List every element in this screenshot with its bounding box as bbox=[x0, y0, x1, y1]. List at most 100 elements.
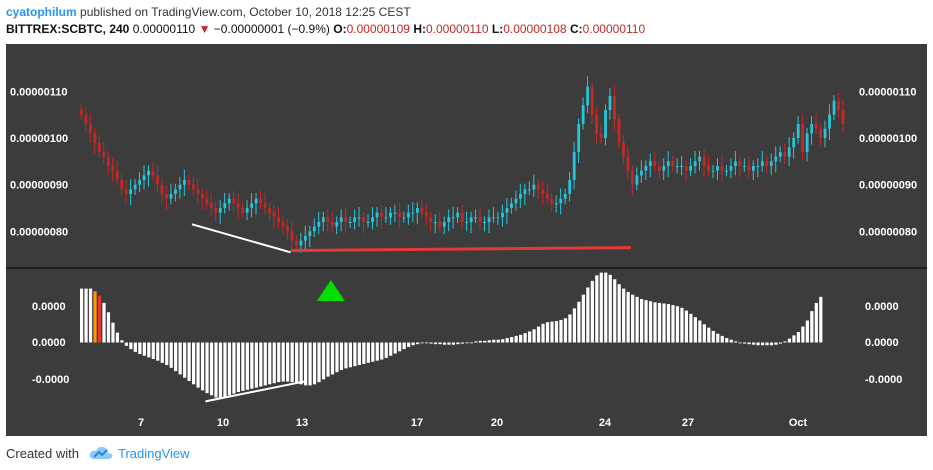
candle-body bbox=[501, 212, 504, 218]
histogram-bar bbox=[187, 342, 191, 381]
tradingview-brand-link[interactable]: TradingView bbox=[118, 446, 190, 461]
candle-body bbox=[698, 156, 702, 162]
candle-body bbox=[147, 170, 150, 176]
histogram-bar bbox=[559, 319, 563, 343]
histogram-bar bbox=[451, 342, 456, 345]
candle-body bbox=[752, 166, 755, 171]
hist-axis-label-right: 0.0000 bbox=[865, 301, 899, 313]
histogram-bar bbox=[147, 342, 151, 358]
hist-axis-label-right: 0.0000 bbox=[865, 337, 899, 349]
candle-body bbox=[407, 212, 410, 218]
histogram-bar bbox=[88, 288, 93, 343]
histogram-bar bbox=[80, 288, 84, 343]
candle-body bbox=[523, 189, 527, 194]
candle-body bbox=[317, 222, 321, 227]
candle-body bbox=[142, 175, 146, 180]
candle-body bbox=[550, 198, 554, 204]
high-label: H: bbox=[413, 22, 426, 36]
histogram-bar bbox=[805, 320, 809, 343]
histogram-bar bbox=[250, 342, 254, 389]
histogram-bar bbox=[236, 342, 240, 392]
candle-body bbox=[214, 208, 218, 213]
histogram-bar bbox=[801, 326, 805, 343]
candle-body bbox=[595, 114, 598, 134]
histogram-bar bbox=[819, 296, 823, 343]
candle-body bbox=[801, 124, 805, 152]
histogram-bar bbox=[317, 342, 321, 383]
candle-body bbox=[192, 184, 195, 190]
candle-body bbox=[263, 203, 267, 208]
histogram-bar bbox=[666, 304, 671, 343]
candle-body bbox=[447, 217, 451, 222]
histogram-bar bbox=[375, 342, 379, 361]
candle-body bbox=[348, 222, 352, 223]
candle-body bbox=[581, 105, 585, 124]
candle-body bbox=[541, 189, 545, 194]
close-value: 0.00000110 bbox=[582, 22, 646, 36]
candle-body bbox=[572, 152, 576, 180]
histogram-bar bbox=[608, 274, 612, 343]
candle-body bbox=[711, 170, 715, 172]
histogram-bar bbox=[196, 342, 200, 388]
histogram-bar bbox=[711, 330, 715, 343]
candle-body bbox=[254, 198, 258, 204]
histogram-bar bbox=[357, 342, 361, 366]
chart-area[interactable]: 0.00000110 0.00000110 0.00000100 0.00000100… bbox=[6, 44, 927, 436]
histogram-bar bbox=[433, 342, 438, 345]
divergence-line bbox=[205, 380, 305, 403]
candle-body bbox=[402, 217, 406, 219]
candle-body bbox=[613, 96, 616, 120]
candle-body bbox=[505, 208, 509, 213]
histogram-bar bbox=[747, 342, 751, 345]
candle-body bbox=[456, 212, 460, 218]
candle-body bbox=[662, 166, 666, 171]
candle-body bbox=[277, 217, 280, 222]
candle-body bbox=[236, 203, 240, 208]
candle-body bbox=[156, 175, 159, 185]
histogram-bar bbox=[138, 342, 142, 355]
candle-body bbox=[232, 198, 236, 204]
close-label: C: bbox=[569, 22, 583, 36]
candle-body bbox=[178, 184, 182, 190]
candle-body bbox=[608, 96, 612, 110]
candle-body bbox=[532, 184, 536, 190]
candle-body bbox=[774, 156, 778, 162]
candle-body bbox=[590, 86, 594, 115]
price-axis-label-right: 0.00000090 bbox=[859, 180, 917, 192]
candle-body bbox=[545, 194, 549, 199]
histogram-bar bbox=[622, 288, 626, 343]
histogram-bar bbox=[631, 294, 635, 343]
histogram-bar bbox=[263, 342, 267, 386]
histogram-bar bbox=[778, 342, 783, 344]
low-value: 0.00000108 bbox=[503, 22, 567, 36]
candle-body bbox=[196, 189, 200, 194]
hist-axis-label-left: 0.0000 bbox=[32, 301, 66, 313]
histogram-bar bbox=[160, 342, 164, 363]
candle-body bbox=[460, 212, 464, 222]
x-axis-tick-label: Oct bbox=[789, 417, 808, 429]
chart-svg[interactable]: 0.00000110 0.00000110 0.00000100 0.00000100… bbox=[6, 44, 927, 436]
histogram-bar bbox=[142, 342, 146, 356]
histogram-bar bbox=[254, 342, 258, 388]
histogram-bar bbox=[716, 333, 720, 343]
candle-body bbox=[536, 184, 540, 190]
x-axis-tick-label: 17 bbox=[411, 417, 423, 429]
histogram-bar bbox=[295, 342, 299, 384]
histogram-bar bbox=[384, 342, 388, 358]
price-axis-label-right: 0.00000110 bbox=[859, 86, 917, 98]
histogram-bar bbox=[402, 342, 406, 350]
candle-body bbox=[250, 203, 254, 208]
candle-body bbox=[344, 217, 348, 222]
candle-body bbox=[286, 226, 289, 232]
histogram-bar bbox=[707, 327, 711, 343]
histogram-bar bbox=[689, 313, 693, 343]
candle-body bbox=[626, 156, 630, 171]
candle-body bbox=[841, 110, 845, 124]
candle-body bbox=[528, 189, 531, 191]
author-link[interactable]: cyatophilum bbox=[6, 5, 77, 19]
histogram-bar bbox=[286, 342, 290, 382]
candle-body bbox=[666, 161, 670, 166]
histogram-bar bbox=[281, 342, 285, 382]
candle-body bbox=[765, 161, 769, 166]
histogram-bar bbox=[129, 342, 133, 350]
